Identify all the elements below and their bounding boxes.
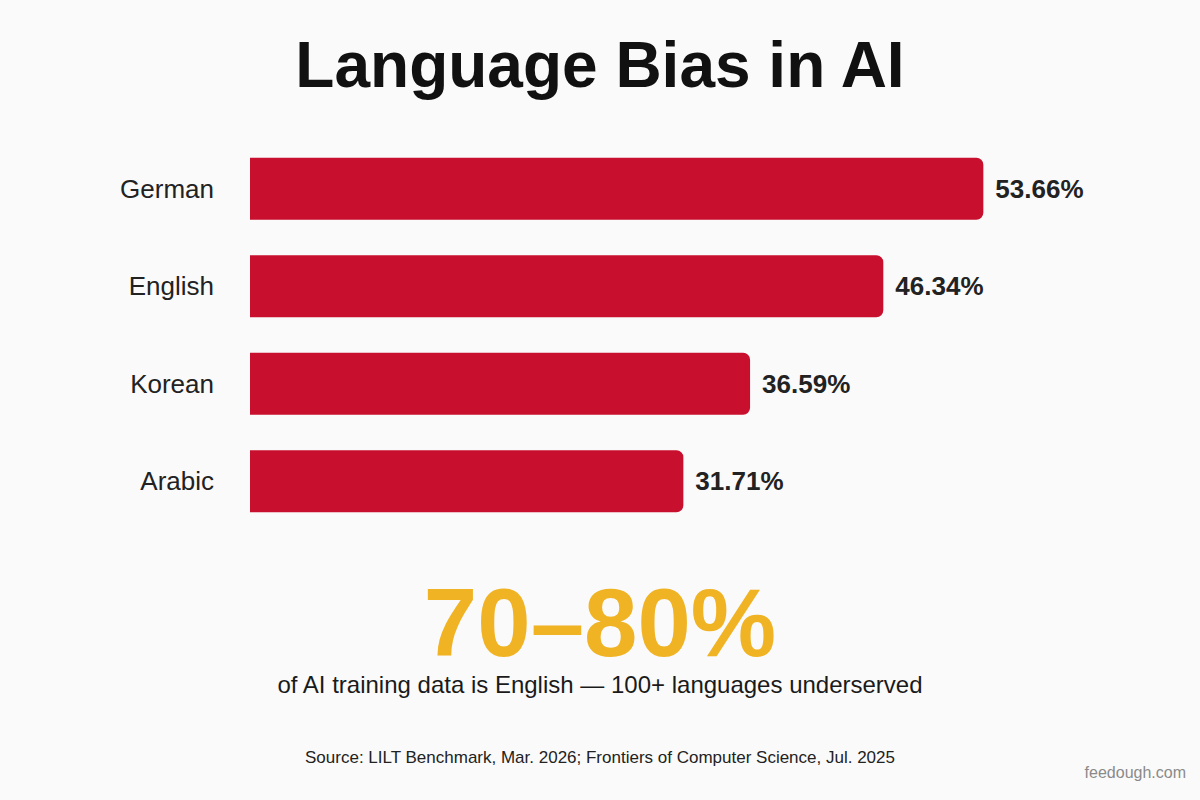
svg-text:German: German [120,174,214,204]
svg-text:of AI training data is English: of AI training data is English — 100+ la… [277,671,922,698]
svg-text:feedough.com: feedough.com [1085,764,1186,781]
svg-text:Language Bias in AI: Language Bias in AI [295,29,904,101]
svg-text:Source: LILT Benchmark, Mar. 2: Source: LILT Benchmark, Mar. 2026; Front… [305,748,895,767]
svg-text:English: English [129,271,214,301]
svg-text:70–80%: 70–80% [424,569,776,676]
svg-text:Arabic: Arabic [140,466,214,496]
svg-text:46.34%: 46.34% [895,271,983,301]
svg-text:Korean: Korean [130,369,214,399]
svg-text:36.59%: 36.59% [762,369,850,399]
svg-text:53.66%: 53.66% [995,174,1083,204]
svg-text:31.71%: 31.71% [695,466,783,496]
